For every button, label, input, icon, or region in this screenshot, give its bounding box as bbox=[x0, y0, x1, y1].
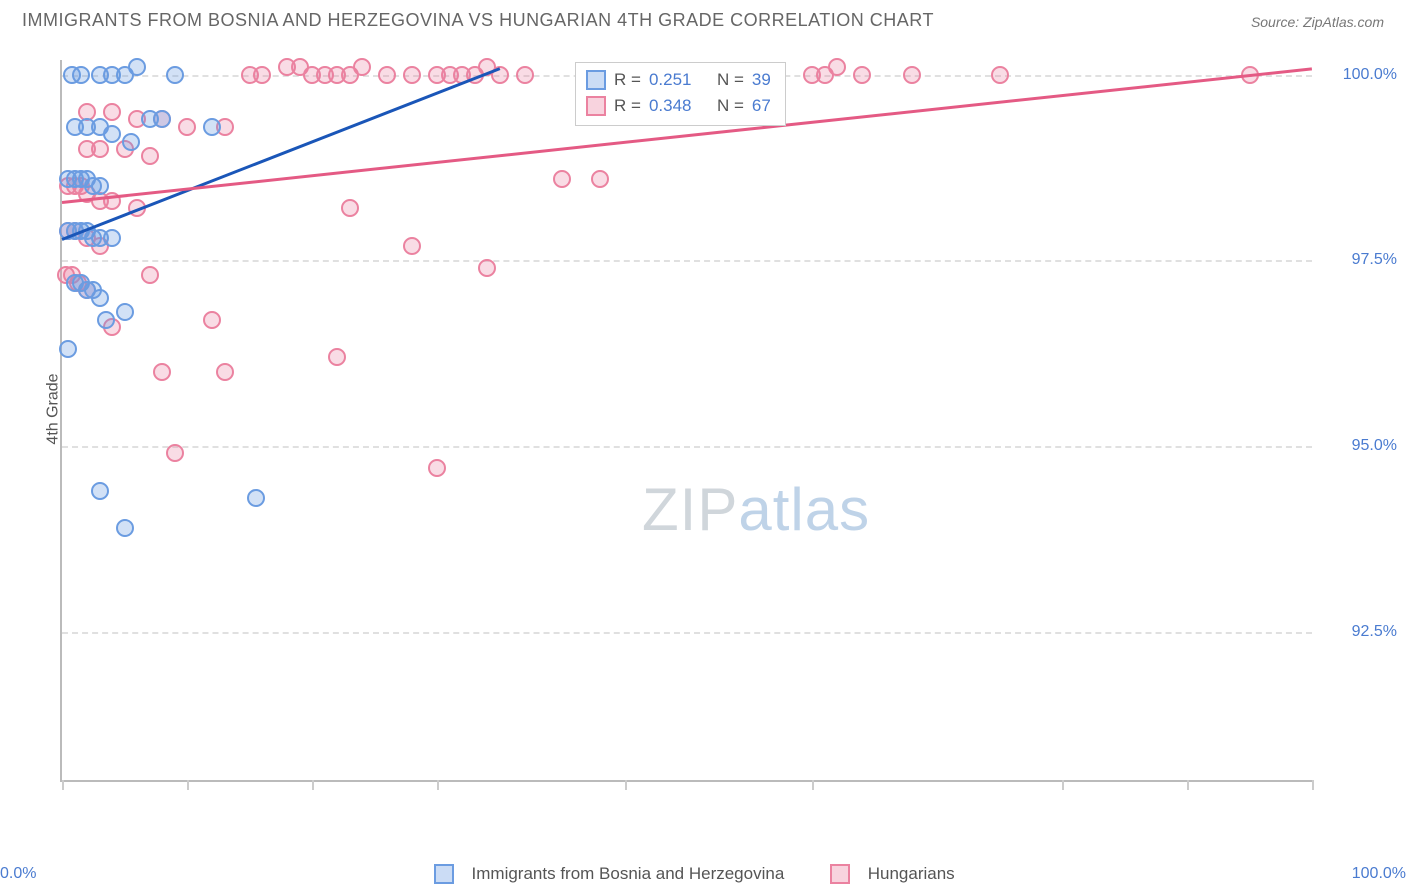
gridline bbox=[62, 446, 1312, 448]
data-point bbox=[203, 118, 221, 136]
data-point bbox=[403, 237, 421, 255]
data-point bbox=[516, 66, 534, 84]
swatch-series0-b bbox=[434, 864, 454, 884]
data-point bbox=[553, 170, 571, 188]
x-max-label: 100.0% bbox=[1352, 865, 1406, 883]
data-point bbox=[428, 459, 446, 477]
x-tick bbox=[812, 780, 814, 790]
watermark-a: ZIP bbox=[642, 476, 738, 543]
data-point bbox=[128, 58, 146, 76]
r-value-1: 0.348 bbox=[649, 93, 692, 119]
data-point bbox=[153, 110, 171, 128]
n-value-0: 39 bbox=[752, 67, 771, 93]
data-point bbox=[91, 289, 109, 307]
data-point bbox=[116, 519, 134, 537]
data-point bbox=[341, 199, 359, 217]
y-tick-label: 97.5% bbox=[1352, 251, 1397, 269]
data-point bbox=[991, 66, 1009, 84]
data-point bbox=[72, 66, 90, 84]
x-tick bbox=[187, 780, 189, 790]
series-legend: 0.0% Immigrants from Bosnia and Herzegov… bbox=[0, 864, 1406, 884]
r-label: R = bbox=[614, 67, 641, 93]
n-value-1: 67 bbox=[752, 93, 771, 119]
watermark-b: atlas bbox=[738, 476, 870, 543]
data-point bbox=[247, 489, 265, 507]
gridline bbox=[62, 632, 1312, 634]
data-point bbox=[853, 66, 871, 84]
regression-legend: R = 0.251 N = 39 R = 0.348 N = 67 bbox=[575, 62, 786, 126]
y-tick-label: 92.5% bbox=[1352, 623, 1397, 641]
data-point bbox=[91, 140, 109, 158]
x-min-label: 0.0% bbox=[0, 865, 36, 883]
data-point bbox=[328, 348, 346, 366]
legend-row-series1: R = 0.348 N = 67 bbox=[586, 93, 771, 119]
source-label: Source: ZipAtlas.com bbox=[1251, 14, 1384, 30]
chart-title: IMMIGRANTS FROM BOSNIA AND HERZEGOVINA V… bbox=[22, 10, 934, 31]
swatch-series1-b bbox=[830, 864, 850, 884]
data-point bbox=[403, 66, 421, 84]
watermark: ZIPatlas bbox=[642, 475, 870, 544]
series0-name: Immigrants from Bosnia and Herzegovina bbox=[472, 864, 785, 884]
data-point bbox=[353, 58, 371, 76]
data-point bbox=[178, 118, 196, 136]
r-value-0: 0.251 bbox=[649, 67, 692, 93]
x-tick bbox=[1312, 780, 1314, 790]
series1-name: Hungarians bbox=[868, 864, 955, 884]
data-point bbox=[91, 482, 109, 500]
x-tick bbox=[312, 780, 314, 790]
data-point bbox=[253, 66, 271, 84]
data-point bbox=[59, 340, 77, 358]
x-tick bbox=[625, 780, 627, 790]
data-point bbox=[97, 311, 115, 329]
data-point bbox=[378, 66, 396, 84]
data-point bbox=[141, 147, 159, 165]
data-point bbox=[203, 311, 221, 329]
data-point bbox=[153, 363, 171, 381]
data-point bbox=[103, 125, 121, 143]
data-point bbox=[122, 133, 140, 151]
legend-row-series0: R = 0.251 N = 39 bbox=[586, 67, 771, 93]
swatch-series0 bbox=[586, 70, 606, 90]
y-tick-label: 95.0% bbox=[1352, 437, 1397, 455]
gridline bbox=[62, 260, 1312, 262]
x-tick bbox=[437, 780, 439, 790]
x-tick bbox=[1187, 780, 1189, 790]
data-point bbox=[103, 229, 121, 247]
data-point bbox=[591, 170, 609, 188]
n-label: N = bbox=[717, 67, 744, 93]
x-tick bbox=[62, 780, 64, 790]
data-point bbox=[166, 66, 184, 84]
data-point bbox=[216, 363, 234, 381]
x-tick bbox=[1062, 780, 1064, 790]
r-label: R = bbox=[614, 93, 641, 119]
data-point bbox=[116, 303, 134, 321]
scatter-plot: ZIPatlas 92.5%95.0%97.5%100.0% bbox=[60, 60, 1312, 782]
data-point bbox=[903, 66, 921, 84]
data-point bbox=[103, 103, 121, 121]
y-tick-label: 100.0% bbox=[1343, 66, 1397, 84]
data-point bbox=[828, 58, 846, 76]
data-point bbox=[478, 259, 496, 277]
data-point bbox=[166, 444, 184, 462]
data-point bbox=[91, 177, 109, 195]
n-label: N = bbox=[717, 93, 744, 119]
data-point bbox=[141, 266, 159, 284]
swatch-series1 bbox=[586, 96, 606, 116]
